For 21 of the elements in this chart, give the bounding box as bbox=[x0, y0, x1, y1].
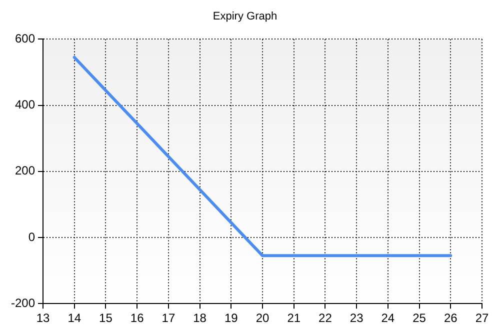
x-tick-label: 18 bbox=[193, 311, 207, 326]
x-tick-label: 14 bbox=[68, 311, 82, 326]
x-tick-label: 17 bbox=[162, 311, 176, 326]
y-tick-label: 400 bbox=[14, 98, 36, 112]
x-tick-label: 24 bbox=[381, 311, 395, 326]
x-tick-label: 19 bbox=[224, 311, 238, 326]
x-tick-label: 21 bbox=[287, 311, 301, 326]
x-tick-label: 23 bbox=[350, 311, 364, 326]
x-tick-label: 27 bbox=[475, 311, 489, 326]
x-tick-label: 26 bbox=[444, 311, 458, 326]
x-tick-label: 13 bbox=[36, 311, 50, 326]
x-tick-label: 16 bbox=[130, 311, 144, 326]
y-tick-label: 200 bbox=[14, 164, 36, 178]
y-tick-label: 0 bbox=[28, 230, 36, 244]
x-tick-label: 22 bbox=[318, 311, 332, 326]
y-tick-label: 600 bbox=[14, 32, 36, 46]
chart-title: Expiry Graph bbox=[212, 10, 278, 23]
x-tick-label: 25 bbox=[412, 311, 426, 326]
x-tick-label: 20 bbox=[256, 311, 270, 326]
y-tick-label: -200 bbox=[10, 296, 36, 310]
x-tick-label: 15 bbox=[99, 311, 113, 326]
